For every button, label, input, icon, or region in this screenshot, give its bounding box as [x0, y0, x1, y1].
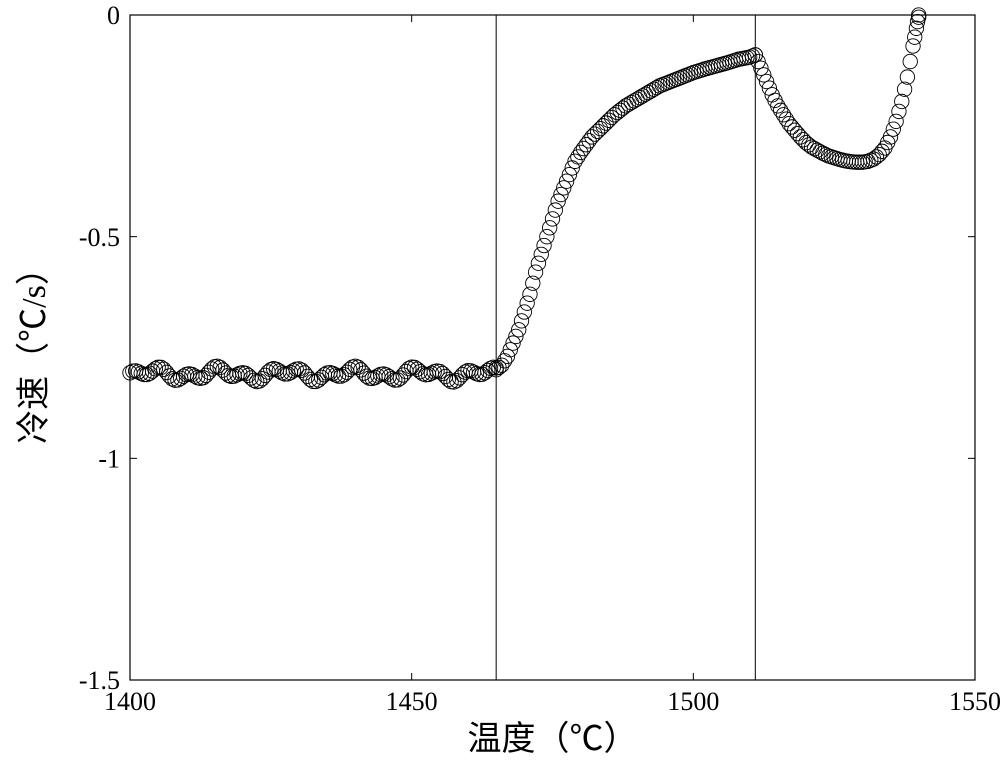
chart-bg [0, 0, 1000, 765]
scatter-chart: 1400145015001550-1.5-1-0.50温度（℃）冷速（℃/s） [0, 0, 1000, 765]
y-axis-label: 冷速（℃/s） [15, 251, 53, 444]
ytick-label: 0 [107, 1, 120, 30]
xtick-label: 1550 [949, 687, 1000, 716]
xtick-label: 1450 [386, 687, 438, 716]
chart-container: 1400145015001550-1.5-1-0.50温度（℃）冷速（℃/s） [0, 0, 1000, 765]
xtick-label: 1500 [667, 687, 719, 716]
ytick-label: -1 [98, 444, 120, 473]
ytick-label: -0.5 [79, 223, 120, 252]
x-axis-label: 温度（℃） [468, 720, 638, 758]
ytick-label: -1.5 [79, 666, 120, 695]
